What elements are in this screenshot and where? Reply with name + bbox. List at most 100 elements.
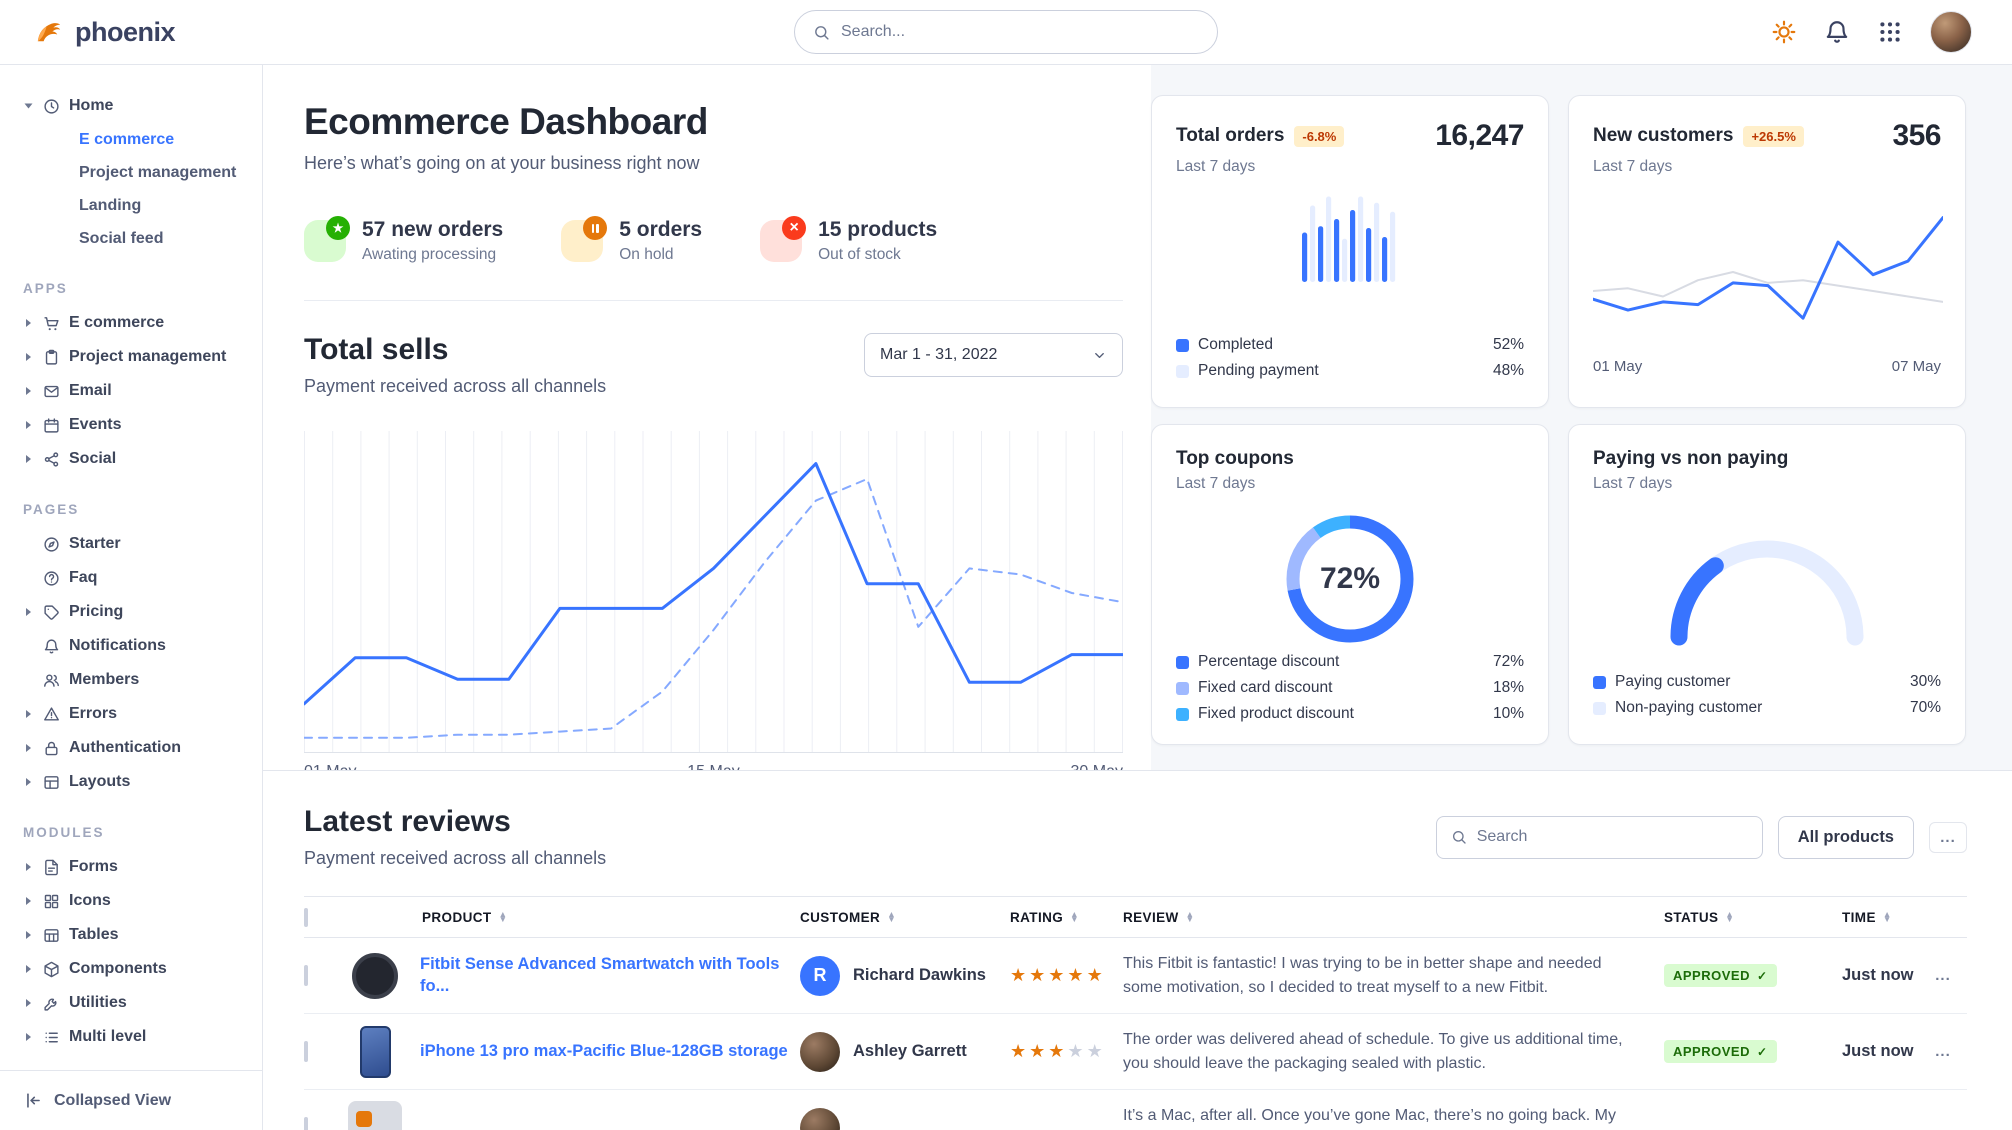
sidebar-item-utilities[interactable]: Utilities (0, 986, 262, 1020)
lock-icon (43, 740, 60, 757)
sidebar-item-layouts[interactable]: Layouts (0, 765, 262, 799)
sort-icon[interactable] (1186, 912, 1195, 923)
sidebar-item-social[interactable]: Social (0, 442, 262, 476)
row-checkbox[interactable] (304, 964, 308, 986)
sort-icon[interactable] (499, 912, 508, 923)
status-badge: APPROVED (1664, 1040, 1777, 1063)
apps-grid-icon[interactable] (1877, 19, 1903, 45)
card-title: Total orders (1176, 125, 1285, 146)
sidebar-item-e-commerce[interactable]: E commerce (0, 306, 262, 340)
sidebar-item-landing[interactable]: Landing (79, 196, 142, 214)
caret-right-icon (22, 897, 34, 905)
column-header-review[interactable]: REVIEW (1123, 910, 1664, 925)
product-cell (348, 1091, 800, 1130)
sidebar-item-notifications[interactable]: Notifications (0, 629, 262, 663)
sort-icon[interactable] (1070, 912, 1079, 923)
global-search[interactable] (794, 10, 1218, 54)
card-title: Top coupons (1176, 448, 1294, 469)
caret-right-icon (22, 455, 34, 463)
sidebar-item-faq[interactable]: Faq (0, 561, 262, 595)
column-label: RATING (1010, 909, 1064, 925)
sidebar-item-tables[interactable]: Tables (0, 918, 262, 952)
sidebar-item-components[interactable]: Components (0, 952, 262, 986)
sidebar-item-members[interactable]: Members (0, 663, 262, 697)
sidebar-item-errors[interactable]: Errors (0, 697, 262, 731)
column-header-customer[interactable]: CUSTOMER (800, 910, 1010, 925)
paying-legend: Paying customer 30% Non-paying customer 70% (1593, 669, 1941, 721)
theme-toggle-sun-icon[interactable] (1771, 19, 1797, 45)
sidebar-item-label: Authentication (69, 739, 181, 756)
all-products-button[interactable]: All products (1777, 815, 1914, 859)
sort-icon[interactable] (1725, 912, 1734, 923)
stat-value: 15 products (818, 218, 938, 241)
customer-avatar: R (800, 955, 840, 996)
sidebar-item-authentication[interactable]: Authentication (0, 731, 262, 765)
reviews-more-button[interactable]: ... (1929, 821, 1967, 853)
row-more-button[interactable]: ... (1935, 967, 1951, 984)
column-header-product[interactable]: PRODUCT (348, 910, 800, 925)
sidebar-item-icons[interactable]: Icons (0, 884, 262, 918)
legend-label: Non-paying customer (1615, 699, 1763, 716)
mail-icon (43, 383, 60, 400)
sidebar-item-multi-level[interactable]: Multi level (0, 1020, 262, 1054)
time-cell: Just now (1842, 966, 1914, 984)
column-header-rating[interactable]: RATING (1010, 910, 1123, 925)
trend-badge: +26.5% (1743, 125, 1804, 147)
star-icon: ★ (326, 216, 350, 240)
star-icon: ★ (1048, 1041, 1065, 1061)
star-icon: ★ (1086, 1041, 1103, 1061)
product-image (348, 1025, 402, 1079)
reviews-search[interactable] (1435, 815, 1763, 859)
user-avatar[interactable] (1930, 11, 1972, 53)
legend-value: 52% (1492, 336, 1524, 353)
date-range-select[interactable]: Mar 1 - 31, 2022 (864, 333, 1123, 377)
notifications-bell-icon[interactable] (1824, 19, 1850, 45)
row-checkbox[interactable] (304, 1116, 308, 1130)
legend-swatch (1176, 681, 1189, 695)
collapse-sidebar-button[interactable]: Collapsed View (0, 1070, 262, 1130)
product-link[interactable]: iPhone 13 pro max-Pacific Blue-128GB sto… (420, 1041, 788, 1060)
sidebar-item-home[interactable]: Home (0, 89, 262, 123)
rating-stars: ★ ★ ★ ★ ★ (1010, 965, 1123, 986)
card-value: 16,247 (1435, 119, 1524, 152)
sidebar-item-e-commerce[interactable]: E commerce (79, 130, 175, 148)
star-icon: ★ (1086, 965, 1103, 985)
sidebar-item-forms[interactable]: Forms (0, 850, 262, 884)
row-more-button[interactable]: ... (1935, 1043, 1951, 1060)
row-checkbox[interactable] (304, 1040, 308, 1062)
reviews-search-input[interactable] (1476, 828, 1748, 846)
legend-row: Pending payment 48% (1176, 358, 1524, 384)
legend-label: Percentage discount (1198, 653, 1340, 670)
product-image (348, 949, 402, 1003)
total-orders-card: Total orders -6.8% 16,247 Last 7 days Co… (1151, 95, 1549, 408)
sidebar-item-pricing[interactable]: Pricing (0, 595, 262, 629)
card-title: Paying vs non paying (1593, 448, 1789, 469)
total-sells-header: Total sells Payment received across all … (304, 333, 1123, 397)
sort-icon[interactable] (1883, 912, 1892, 923)
legend-row: Fixed card discount 18% (1176, 675, 1524, 701)
paying-card: Paying vs non paying Last 7 days Paying … (1568, 424, 1966, 745)
column-header-time[interactable]: TIME (1842, 910, 1919, 925)
select-all-checkbox[interactable] (304, 907, 308, 927)
sidebar-item-starter[interactable]: Starter (0, 527, 262, 561)
brand[interactable]: phoenix (32, 16, 176, 49)
sidebar-item-label: Pricing (69, 603, 124, 620)
sidebar-item-events[interactable]: Events (0, 408, 262, 442)
sidebar-section-title: APPS (23, 281, 68, 296)
sort-icon[interactable] (887, 912, 896, 923)
search-input[interactable] (841, 23, 1199, 41)
paying-gauge-chart (1661, 529, 1873, 647)
sidebar-item-label: Events (69, 416, 122, 433)
legend-label: Completed (1198, 336, 1273, 353)
star-icon: ★ (1067, 965, 1084, 985)
column-label: STATUS (1664, 909, 1719, 925)
grid-icon (43, 893, 60, 910)
sidebar-item-social-feed[interactable]: Social feed (79, 229, 164, 247)
sidebar-item-label: Home (69, 97, 114, 114)
product-link[interactable]: Fitbit Sense Advanced Smartwatch with To… (420, 955, 780, 995)
sidebar-item-project-management[interactable]: Project management (0, 340, 262, 374)
sidebar-item-email[interactable]: Email (0, 374, 262, 408)
column-header-status[interactable]: STATUS (1664, 910, 1842, 925)
sidebar-item-project-management[interactable]: Project management (79, 163, 237, 181)
